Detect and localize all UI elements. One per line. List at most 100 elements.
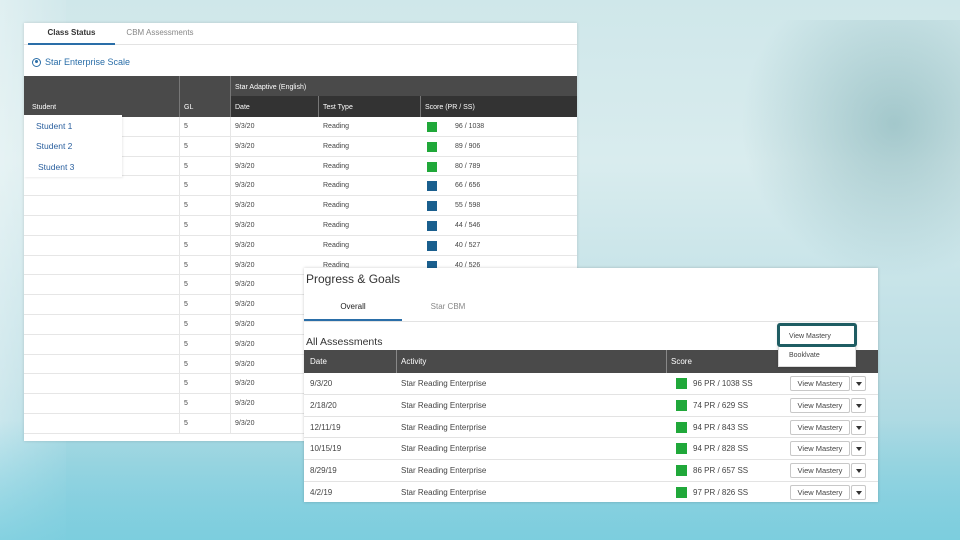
view-mastery-button[interactable]: View Mastery bbox=[790, 463, 850, 479]
class-status-table-header: Student GL Star Adaptive (English) Date … bbox=[24, 76, 577, 117]
star-enterprise-scale-link[interactable]: Star Enterprise Scale bbox=[32, 57, 130, 67]
col-gl[interactable]: GL bbox=[184, 104, 194, 111]
gl-cell: 5 bbox=[184, 182, 188, 190]
row-divider bbox=[179, 374, 180, 395]
score-indicator bbox=[676, 399, 687, 411]
header-divider bbox=[396, 350, 397, 373]
activity-cell: Star Reading Enterprise bbox=[401, 444, 487, 454]
chevron-down-icon[interactable] bbox=[851, 484, 866, 500]
row-divider bbox=[230, 215, 231, 236]
score-cell: 94 PR / 843 SS bbox=[693, 422, 749, 432]
score-cell: 86 PR / 657 SS bbox=[693, 466, 749, 476]
date-cell: 9/3/20 bbox=[235, 419, 255, 427]
col-date[interactable]: Date bbox=[235, 104, 250, 111]
date-cell: 9/3/20 bbox=[235, 162, 255, 170]
student-link-1[interactable]: Student 1 bbox=[36, 121, 73, 131]
table-row: 5 9/3/20 Reading 55 / 598 bbox=[24, 196, 577, 216]
score-indicator bbox=[676, 378, 687, 389]
score-cell: 40 / 526 bbox=[455, 261, 481, 269]
col-student[interactable]: Student bbox=[32, 104, 57, 111]
chevron-down-icon[interactable] bbox=[851, 441, 866, 457]
table-row: 5 9/3/20 bbox=[24, 314, 577, 335]
date-cell: 9/3/20 bbox=[235, 221, 255, 229]
col-test-type[interactable]: Test Type bbox=[323, 104, 353, 111]
table-row: 5 9/3/20 bbox=[24, 354, 577, 375]
chevron-down-icon[interactable] bbox=[851, 376, 866, 391]
score-indicator bbox=[676, 465, 687, 477]
col-group-star-adaptive: Star Adaptive (English) bbox=[235, 84, 307, 91]
score-cell: 89 / 906 bbox=[455, 142, 481, 150]
assessments-rows: 9/3/20 Star Reading Enterprise 96 PR / 103… bbox=[304, 373, 878, 502]
row-divider bbox=[230, 275, 231, 296]
activity-cell: Star Reading Enterprise bbox=[401, 422, 487, 432]
tab-overall[interactable]: Overall bbox=[304, 296, 402, 322]
view-mastery-button[interactable]: View Mastery bbox=[790, 441, 850, 457]
tab-star-cbm[interactable]: Star CBM bbox=[430, 302, 466, 311]
view-mastery-button[interactable]: View Mastery bbox=[790, 376, 850, 391]
progress-goals-panel: Progress & Goals Overall Star CBM All As… bbox=[304, 268, 878, 502]
test-type-cell: Reading bbox=[323, 182, 350, 190]
col-date[interactable]: Date bbox=[310, 357, 327, 366]
test-type-cell: Reading bbox=[323, 123, 350, 130]
date-cell: 9/3/20 bbox=[235, 400, 255, 408]
row-divider bbox=[230, 136, 231, 157]
row-divider bbox=[179, 394, 180, 414]
view-mastery-button[interactable]: View Mastery bbox=[790, 419, 850, 435]
chevron-down-icon[interactable] bbox=[851, 419, 866, 435]
score-cell: 44 / 546 bbox=[455, 221, 481, 229]
table-row: 4/2/19 Star Reading Enterprise 97 PR / 826… bbox=[304, 482, 878, 502]
test-type-cell: Reading bbox=[323, 162, 350, 170]
row-divider bbox=[179, 314, 180, 335]
date-cell: 9/3/20 bbox=[235, 182, 255, 190]
date-cell: 9/3/20 bbox=[235, 301, 255, 309]
date-cell: 9/3/20 bbox=[235, 360, 255, 368]
row-divider bbox=[230, 374, 231, 395]
tab-cbm-assessments[interactable]: CBM Assessments bbox=[126, 28, 194, 37]
row-divider bbox=[179, 295, 180, 315]
table-row: 5 9/3/20 Reading 40 / 527 bbox=[24, 235, 577, 256]
table-row: 5 9/3/20 Reading 80 / 789 bbox=[24, 156, 577, 177]
table-row: 5 9/3/20 Reading 96 / 1038 bbox=[24, 117, 577, 137]
gl-cell: 5 bbox=[184, 142, 188, 150]
row-divider bbox=[230, 156, 231, 177]
row-divider bbox=[179, 413, 180, 434]
date-cell: 9/3/20 bbox=[235, 123, 255, 130]
gl-cell: 5 bbox=[184, 123, 188, 130]
student-link-2[interactable]: Student 2 bbox=[36, 141, 73, 151]
col-activity[interactable]: Activity bbox=[401, 357, 427, 366]
date-cell: 9/3/20 bbox=[235, 142, 255, 150]
table-row: 10/15/19 Star Reading Enterprise 94 PR / 8… bbox=[304, 438, 878, 461]
header-divider bbox=[318, 96, 319, 117]
class-status-tabs: Class Status CBM Assessments bbox=[24, 23, 577, 45]
background-mist bbox=[740, 20, 960, 280]
assessments-table-header: Date Activity Score bbox=[304, 350, 878, 373]
chevron-down-icon[interactable] bbox=[851, 397, 866, 413]
gl-cell: 5 bbox=[184, 221, 188, 229]
table-row: 5 9/3/20 bbox=[24, 374, 577, 395]
header-subrow bbox=[230, 96, 577, 117]
date-cell: 4/2/19 bbox=[310, 487, 333, 497]
section-title: All Assessments bbox=[306, 336, 383, 348]
table-row: 8/29/19 Star Reading Enterprise 86 PR / 65… bbox=[304, 460, 878, 482]
table-row: 2/18/20 Star Reading Enterprise 74 PR / 62… bbox=[304, 395, 878, 417]
score-cell: 66 / 656 bbox=[455, 182, 481, 190]
view-mastery-button[interactable]: View Mastery bbox=[790, 397, 850, 413]
col-score[interactable]: Score bbox=[671, 357, 692, 366]
test-type-cell: Reading bbox=[323, 241, 350, 249]
view-mastery-button[interactable]: View Mastery bbox=[790, 484, 850, 500]
col-score[interactable]: Score (PR / SS) bbox=[425, 104, 475, 111]
menu-highlight-outline bbox=[777, 323, 857, 347]
date-cell: 9/3/20 bbox=[235, 320, 255, 328]
student-link-3[interactable]: Student 3 bbox=[38, 162, 75, 172]
menu-item-booklvate[interactable]: Booklvate bbox=[789, 352, 820, 359]
tab-class-status[interactable]: Class Status bbox=[28, 23, 115, 45]
score-indicator bbox=[427, 141, 437, 152]
date-cell: 9/3/20 bbox=[235, 281, 255, 289]
table-row: 5 9/3/20 bbox=[24, 413, 577, 434]
header-divider bbox=[230, 76, 231, 117]
menu-item-view-mastery[interactable]: View Mastery bbox=[789, 333, 831, 340]
tabs-divider bbox=[304, 321, 878, 322]
date-cell: 9/3/20 bbox=[235, 340, 255, 348]
chevron-down-icon[interactable] bbox=[851, 463, 866, 479]
gl-cell: 5 bbox=[184, 281, 188, 289]
